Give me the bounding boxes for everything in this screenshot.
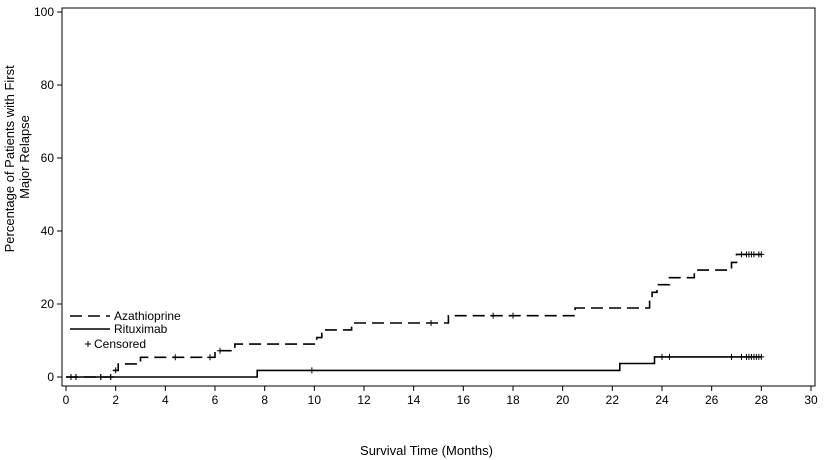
x-tick-label: 8 (261, 393, 268, 407)
x-tick-label: 20 (556, 393, 570, 407)
y-tick-label: 20 (41, 297, 55, 311)
censored-mark (72, 374, 79, 380)
censored-mark (728, 353, 735, 360)
x-tick-label: 24 (655, 393, 669, 407)
y-tick-label: 80 (41, 78, 55, 92)
x-tick-label: 30 (804, 393, 818, 407)
y-axis: 0 20 40 60 80 100 (34, 5, 62, 384)
y-tick-label: 100 (34, 5, 54, 19)
x-tick-label: 12 (357, 393, 371, 407)
censored-mark (428, 319, 435, 326)
y-axis-title-line-2: Major Relapse (17, 115, 32, 199)
series-line-rituximab (66, 356, 762, 378)
series-layer (66, 251, 765, 380)
legend-label-azathioprine: Azathioprine (114, 309, 181, 323)
y-tick-label: 40 (41, 224, 55, 238)
y-tick-label: 0 (47, 370, 54, 384)
censored-mark (97, 374, 104, 380)
x-tick-label: 4 (162, 393, 169, 407)
censored-mark (659, 353, 665, 360)
censored-mark (216, 347, 223, 354)
series-rituximab (66, 353, 765, 380)
legend-censored-symbol (85, 341, 91, 347)
x-axis-title: Survival Time (Months) (360, 443, 493, 458)
x-tick-label: 26 (705, 393, 719, 407)
x-tick-label: 28 (755, 393, 769, 407)
censored-mark (207, 354, 214, 361)
y-tick-label: 60 (41, 151, 55, 165)
x-tick-label: 2 (112, 393, 119, 407)
x-tick-label: 0 (63, 393, 70, 407)
y-axis-title: Percentage of Patients with First Major … (2, 62, 32, 253)
censored-mark (172, 354, 179, 361)
x-tick-label: 16 (457, 393, 471, 407)
x-tick-label: 18 (506, 393, 520, 407)
censored-mark (308, 367, 315, 374)
x-tick-label: 22 (606, 393, 620, 407)
x-tick-label: 10 (308, 393, 322, 407)
y-axis-title-line-1: Percentage of Patients with First (2, 65, 17, 253)
censored-mark (758, 353, 765, 360)
censored-mark (758, 251, 765, 258)
censored-mark (490, 312, 497, 319)
x-axis: 0 2 4 6 8 10 12 14 16 18 20 22 24 26 28 30 (63, 386, 818, 407)
legend-label-rituximab: Rituximab (114, 322, 168, 336)
censored-mark (666, 353, 673, 360)
censored-mark (112, 367, 119, 374)
plot-frame (61, 7, 816, 387)
censored-mark (510, 312, 516, 319)
x-tick-label: 6 (212, 393, 219, 407)
series-line-azathioprine (66, 253, 762, 378)
x-tick-label: 14 (407, 393, 421, 407)
legend-label-censored: Censored (94, 337, 146, 351)
censored-mark (107, 374, 114, 380)
